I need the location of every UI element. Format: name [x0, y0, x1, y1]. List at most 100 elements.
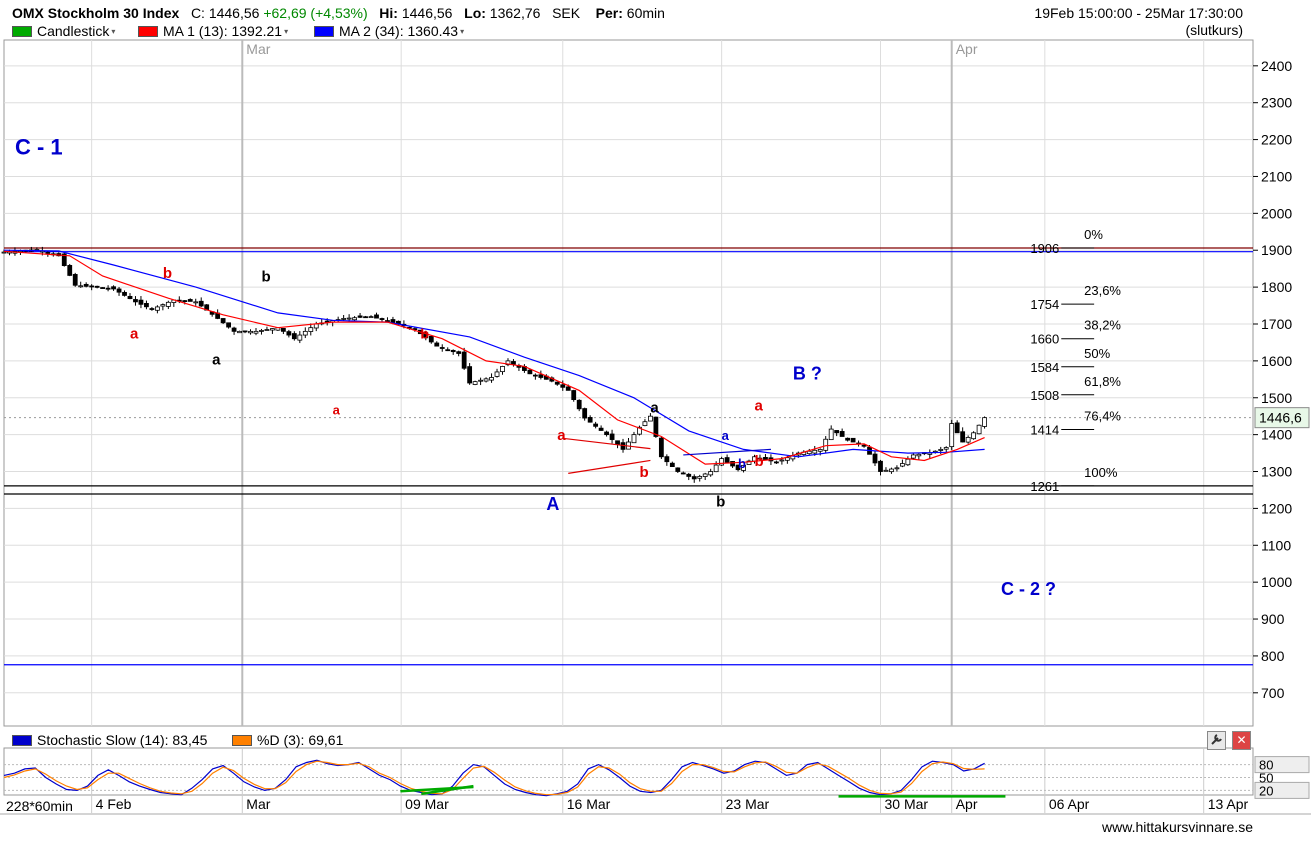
candle-body [144, 303, 149, 308]
candle-body [779, 459, 785, 462]
candle-body [253, 330, 259, 334]
fib-pct-label: 23,6% [1084, 283, 1121, 298]
y-tick-label: 2100 [1261, 168, 1292, 184]
lo-value: 1362,76 [489, 5, 541, 21]
candle-body [724, 457, 730, 463]
y-tick-label: 2400 [1261, 58, 1292, 74]
y-tick-label: 900 [1261, 611, 1285, 627]
candle-body [111, 286, 116, 290]
website-label: www.hittakursvinnare.se [1102, 819, 1253, 835]
price-basis: (slutkurs) [1185, 22, 1243, 38]
candle-body [582, 408, 588, 419]
candle-body [461, 351, 467, 369]
wave-annotation: a [557, 427, 566, 444]
legend-candles[interactable]: Candlestick ▾ [12, 23, 115, 39]
candle-body [220, 318, 226, 324]
candle-body [730, 461, 735, 467]
candle-body [609, 433, 615, 440]
y-tick-label: 2200 [1261, 132, 1292, 148]
candle-body [900, 463, 905, 467]
candle-body [982, 417, 987, 427]
wave-annotation: C - 1 [15, 134, 63, 159]
candle-body [960, 431, 966, 443]
candle-body [105, 287, 111, 290]
y-tick-label: 1200 [1261, 500, 1292, 516]
legend-stoch-label: Stochastic Slow (14): 83,45 [37, 732, 208, 748]
x-tick-label: 4 Feb [96, 796, 132, 812]
candle-body [910, 454, 916, 459]
wave-annotation: b [261, 269, 270, 286]
candle-body [708, 471, 714, 476]
candle-body [943, 447, 949, 450]
fib-value-label: 1584 [1030, 360, 1059, 375]
candle-body [467, 366, 473, 384]
candle-body [658, 437, 664, 458]
legend-ma1[interactable]: MA 1 (13): 1392.21 ▾ [138, 23, 288, 39]
candle-body [839, 431, 845, 437]
close-icon[interactable]: ✕ [1232, 731, 1251, 750]
fib-value-label: 1754 [1030, 297, 1059, 312]
candle-body [615, 440, 620, 445]
wrench-icon[interactable] [1207, 731, 1226, 750]
candle-body [648, 415, 653, 422]
candle-body [483, 378, 489, 382]
legend-pct-d[interactable]: %D (3): 69,61 [232, 732, 343, 748]
last-price-label: 1446,6 [1259, 410, 1302, 426]
candle-body [193, 301, 199, 304]
candle-body [341, 318, 347, 320]
candle-body [489, 377, 494, 381]
osc-tick-box [1254, 781, 1310, 799]
y-tick-label: 1700 [1261, 316, 1292, 332]
candle-body [478, 379, 483, 382]
candle-body [61, 253, 67, 266]
legend-stoch[interactable]: Stochastic Slow (14): 83,45 [12, 732, 207, 748]
fib-pct-label: 76,4% [1084, 408, 1121, 423]
candle-body [226, 322, 232, 328]
candle-body [1, 251, 7, 254]
candle-body [834, 430, 840, 434]
candle-body [434, 342, 440, 347]
fib-pct-label: 38,2% [1084, 318, 1121, 333]
candle-body [894, 467, 900, 470]
month-label: Apr [956, 41, 978, 57]
candle-body [691, 476, 697, 480]
x-tick-label: Apr [956, 796, 978, 812]
instrument-name: OMX Stockholm 30 Index [12, 5, 180, 21]
legend-candles-label: Candlestick [37, 23, 110, 39]
y-tick-label: 1300 [1261, 464, 1292, 480]
candle-body [385, 320, 390, 322]
close-value: 1446,56 [208, 5, 260, 21]
wave-annotation: a [650, 400, 659, 417]
osc-tick-label: 80 [1259, 758, 1273, 773]
wave-annotation: a [722, 428, 730, 443]
candle-body [308, 327, 314, 332]
candle-body [889, 468, 894, 473]
triangle-upper-line [562, 437, 651, 450]
candle-body [828, 428, 834, 441]
candle-body [872, 453, 878, 464]
x-tick-label: 13 Apr [1208, 796, 1249, 812]
chevron-down-icon: ▾ [111, 26, 116, 36]
candle-body [560, 384, 566, 388]
candle-body [680, 472, 686, 475]
y-tick-label: 2000 [1261, 205, 1292, 221]
legend-ma2[interactable]: MA 2 (34): 1360.43 ▾ [314, 23, 464, 39]
x-tick-label: 16 Mar [567, 796, 611, 812]
candle-body [264, 329, 270, 331]
fib-value-label: 1906 [1030, 241, 1059, 256]
period-value: 60min [626, 5, 665, 21]
y-tick-label: 1400 [1261, 427, 1292, 443]
candle-body [817, 448, 823, 452]
fib-value-label: 1660 [1030, 332, 1059, 347]
candle-body [374, 314, 379, 319]
candle-body [138, 299, 144, 305]
candle-body [154, 306, 160, 311]
ma2-line [3, 249, 985, 458]
candle-body [89, 285, 95, 288]
y-tick-label: 700 [1261, 685, 1285, 701]
month-label: Mar [246, 41, 270, 57]
candle-body [165, 301, 171, 307]
candle-body [494, 371, 500, 377]
